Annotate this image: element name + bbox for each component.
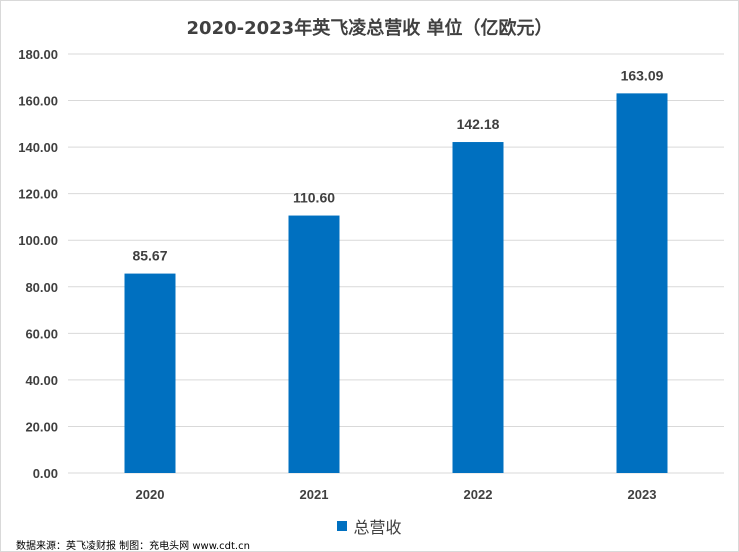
legend: 总营收 [0,514,739,538]
x-tick-label: 2023 [628,487,657,502]
bar [452,142,504,473]
x-tick-label: 2022 [464,487,493,502]
y-tick-label: 120.00 [18,187,58,202]
data-label: 163.09 [621,67,664,83]
y-tick-label: 40.00 [25,373,58,388]
legend-label: 总营收 [353,518,402,537]
y-tick-label: 140.00 [18,140,58,155]
y-tick-label: 80.00 [25,280,58,295]
bar [616,93,668,473]
x-tick-label: 2021 [300,487,329,502]
y-tick-label: 160.00 [18,94,58,109]
y-tick-label: 180.00 [18,47,58,62]
bar [288,215,340,473]
chart-title: 2020-2023年英飞凌总营收 单位（亿欧元） [186,18,553,39]
y-tick-label: 0.00 [33,466,58,481]
y-tick-label: 20.00 [25,419,58,434]
y-tick-label: 60.00 [25,326,58,341]
bar [124,273,176,473]
data-label: 110.60 [293,190,335,206]
source-note: 数据来源：英飞凌财报 制图：充电头网 www.cdt.cn [16,541,250,552]
y-tick-label: 100.00 [18,233,58,248]
legend-swatch [337,521,348,531]
x-tick-label: 2020 [136,487,165,502]
data-label: 85.67 [132,248,167,264]
data-label: 142.18 [457,116,500,132]
